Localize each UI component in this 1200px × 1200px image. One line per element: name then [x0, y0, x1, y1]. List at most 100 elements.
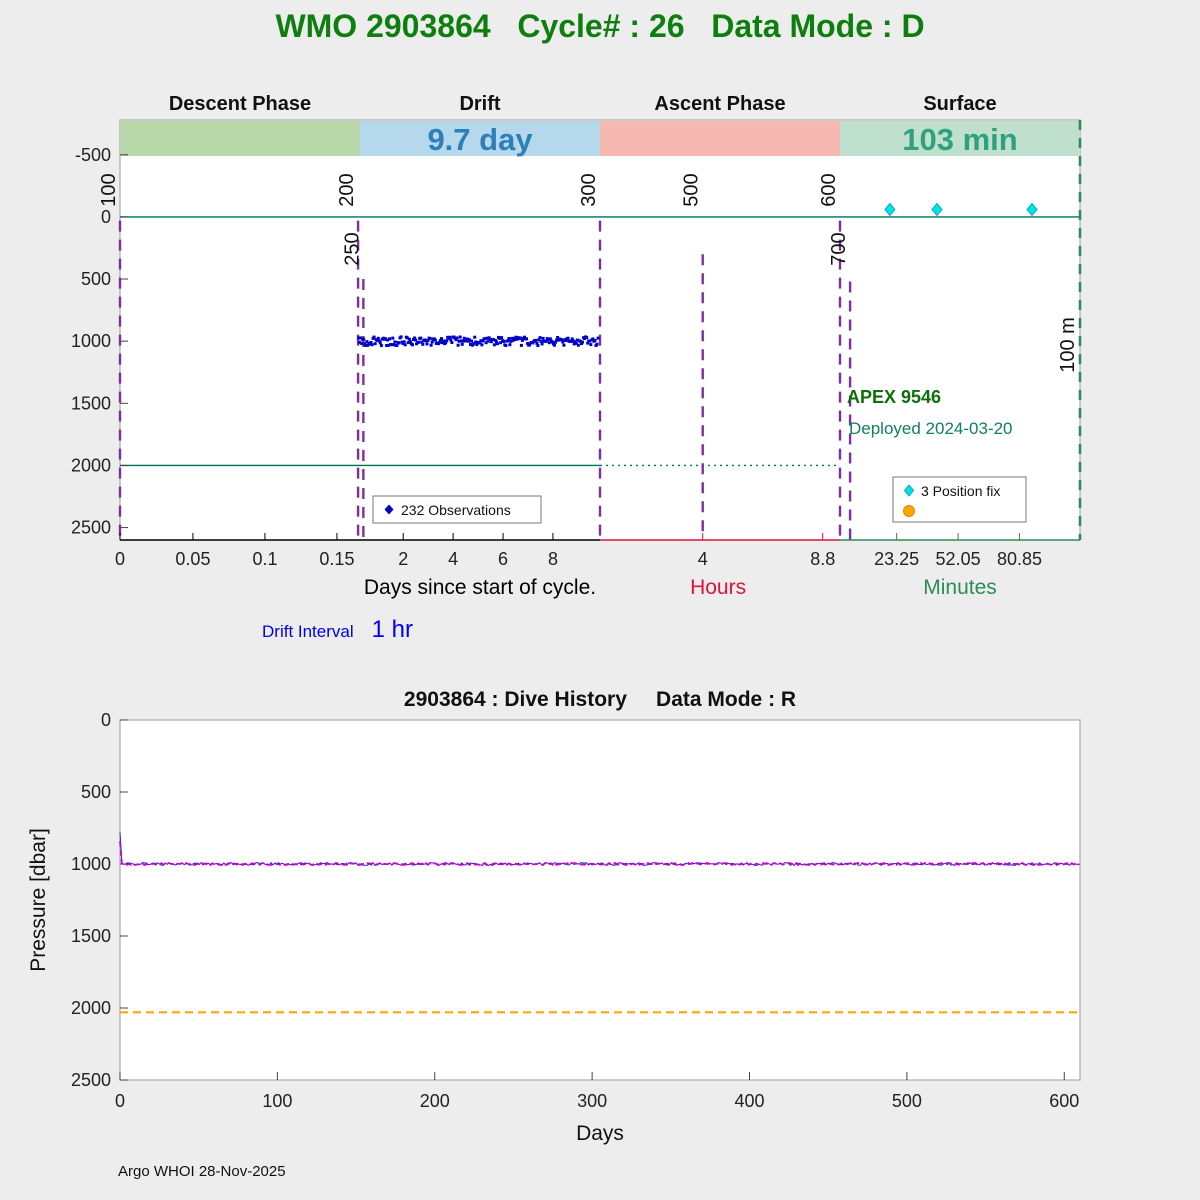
x-tick-label: 100: [262, 1091, 292, 1111]
rect: [593, 338, 597, 342]
rect: [357, 336, 361, 340]
y-tick-label: 2000: [71, 998, 111, 1018]
rect: [526, 342, 530, 345]
float-name-text: APEX 9546: [847, 387, 941, 407]
rect: [450, 341, 454, 344]
rect: [538, 336, 542, 340]
x-tick-label: 2: [398, 549, 408, 569]
dive-x-axis-label: Days: [576, 1122, 624, 1145]
rect: [366, 343, 370, 347]
rect: [564, 339, 568, 342]
drift-interval: Drift Interval 1 hr: [262, 616, 413, 644]
rect: [523, 335, 526, 339]
cycle-marker-label: 600: [818, 173, 840, 206]
phase-label-1: Drift: [459, 93, 500, 115]
rect: [506, 339, 510, 343]
rect: [413, 336, 417, 340]
x-tick-label: 6: [498, 549, 508, 569]
rect: [369, 340, 373, 344]
y-tick-label: 500: [81, 269, 111, 289]
rect: [560, 338, 564, 342]
rect: [562, 343, 566, 347]
rect: [395, 343, 399, 347]
phase-label-2: Ascent Phase: [654, 93, 785, 115]
rect: [514, 335, 518, 339]
drift-interval-value: 1 hr: [371, 616, 413, 643]
rect: [411, 343, 414, 347]
rect: [513, 338, 517, 342]
rect: [471, 343, 475, 347]
dive-history-title: 2903864 : Dive History Data Mode : R: [403, 688, 797, 711]
x-axis-label: Minutes: [923, 576, 997, 599]
rect: [365, 340, 369, 344]
rect: [442, 339, 446, 343]
rect: [384, 337, 387, 341]
x-tick-label: 23.25: [874, 549, 919, 569]
rect: [539, 340, 543, 343]
rect: [583, 337, 587, 340]
rect: [569, 340, 573, 343]
rect: [439, 339, 442, 342]
rect: [511, 338, 515, 342]
rect: [570, 337, 574, 341]
rect: [393, 340, 397, 344]
rect: [370, 343, 374, 347]
rect: [520, 338, 524, 342]
rect: [586, 341, 590, 345]
y-tick-label: 0: [101, 710, 111, 730]
rect: [528, 343, 532, 347]
phase-band-1: [360, 121, 600, 156]
x-tick-label: 400: [734, 1091, 764, 1111]
rect: [430, 340, 434, 344]
rect: [397, 341, 401, 345]
rect: [470, 339, 474, 343]
rect: [377, 339, 381, 343]
rect: [589, 343, 593, 347]
x-tick-label: 300: [577, 1091, 607, 1111]
rect: [510, 336, 514, 340]
rect: [405, 336, 409, 340]
rect: [376, 336, 380, 340]
x-tick-label: 52.05: [936, 549, 981, 569]
rect: [407, 337, 411, 341]
rect: [484, 341, 488, 345]
position-fix-marker: [931, 202, 943, 217]
rect: [372, 335, 376, 339]
rect: [399, 335, 403, 339]
rect: [419, 336, 423, 340]
rect: [548, 337, 552, 341]
rect: [473, 335, 477, 339]
rect: [363, 342, 367, 346]
drift-interval-label: Drift Interval: [262, 622, 354, 641]
x-tick-label: 8: [548, 549, 558, 569]
rect: [425, 342, 429, 346]
dive-y-axis-label: Pressure [dbar]: [27, 828, 50, 972]
rect: [588, 339, 592, 343]
dive-history-adjusted-line: [119, 840, 1080, 867]
rect: [518, 336, 522, 340]
phase-label-0: Descent Phase: [169, 93, 311, 115]
rect: [571, 339, 575, 343]
rect: [579, 339, 582, 343]
rect: [540, 342, 544, 346]
phase-band-2: [600, 121, 840, 156]
x-tick-label: 0.1: [252, 549, 277, 569]
y-tick-label: 0: [101, 207, 111, 227]
rect: [499, 341, 503, 345]
rect: [537, 338, 541, 342]
x-tick-label: 200: [420, 1091, 450, 1111]
rect: [457, 339, 461, 343]
rect: [440, 337, 443, 341]
rect: [566, 336, 570, 340]
rect: [441, 341, 444, 345]
rect: [373, 342, 377, 346]
rect: [478, 341, 482, 345]
cycle-marker-label: 100: [98, 173, 120, 206]
x-tick-label: 4: [698, 549, 708, 569]
rect: [554, 340, 558, 344]
rect: [544, 339, 548, 343]
rect: [509, 339, 513, 343]
rect: [487, 336, 491, 340]
